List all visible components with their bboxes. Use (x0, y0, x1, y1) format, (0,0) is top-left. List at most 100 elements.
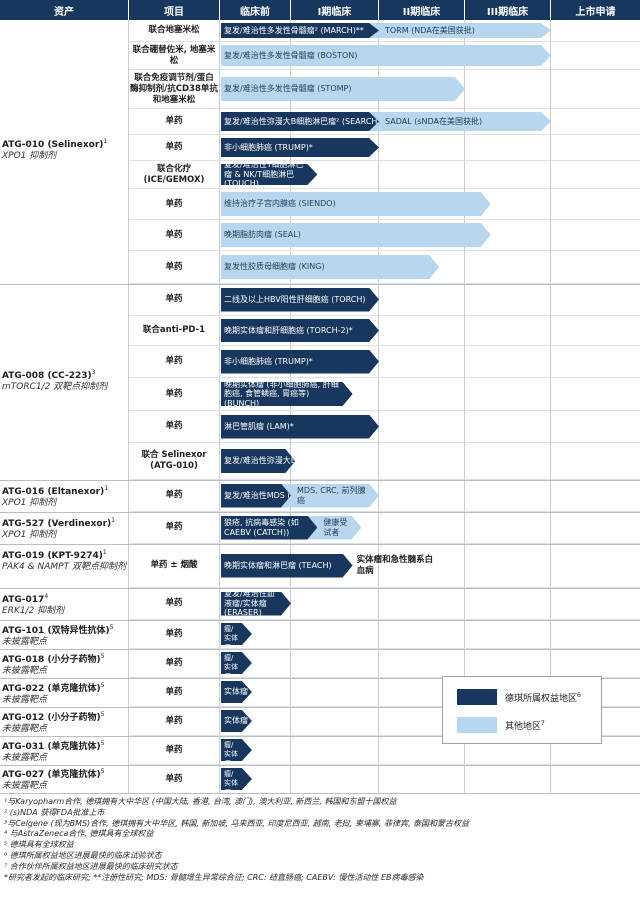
grid-hline (129, 648, 640, 649)
grid-hline (129, 283, 640, 284)
project-label: 单药 (165, 522, 183, 532)
asset-atg-012: ATG-012 (小分子药物)5 未披露靶点 (2, 711, 105, 734)
asset-atg-018: ATG-018 (小分子药物)5 未披露靶点 (2, 653, 105, 676)
grid-hline (129, 315, 640, 316)
bar-label: 淋巴管肌瘤 (LAM)* (224, 421, 294, 431)
asset-divider (0, 512, 640, 513)
bar-label: 血液瘤/实体瘤 (224, 653, 238, 671)
project-label: 联合 Selinexor (ATG-010) (141, 450, 207, 471)
asset-atg-016: ATG-016 (Eltanexor)1 XPO1 抑制剂 (2, 485, 109, 508)
bar-dezhi-regions: 复发/难治性T细胞淋巴瘤 & NK/T细胞淋巴 (TOUCH) (221, 164, 317, 185)
project-label: 单药 (165, 356, 183, 366)
asset-divider (0, 765, 640, 766)
asset-atg-527: ATG-527 (Verdinexor)1 XPO1 抑制剂 (2, 517, 115, 540)
header-phase1: I期临床 (291, 0, 378, 20)
asset-atg-017: ATG-0174 ERK1/2 抑制剂 (2, 593, 65, 616)
footnote-4: ⁴ 与AstraZeneca合作, 德琪具有全球权益 (4, 829, 154, 839)
grid-hline (129, 250, 640, 251)
bar-label: 晚期实体瘤和淋巴瘤 (TEACH) (224, 560, 332, 570)
bar-label: 复发/难治性血液瘤/实体瘤 (ERASER) (224, 591, 275, 616)
footnote-1: ¹与Karyopharm合作, 德琪拥有大中华区 (中国大陆, 香港, 台湾, … (4, 797, 397, 806)
grid-hline (129, 219, 640, 220)
bar-label: 二线及以上HBV阳性肝细胞癌 (TORCH) (224, 294, 366, 304)
bar-label: 维持治疗子宫内膜癌 (SIENDO) (224, 199, 336, 209)
bar-label: 非小细胞肺癌 (TRUMP)* (224, 142, 313, 152)
bar-label: 晚期实体瘤 (非小细胞肺癌, 肝细胞癌, 食管鳞癌, 胃癌等) (BUNCH) (224, 382, 339, 406)
grid-hline (129, 543, 640, 544)
bar-label: 复发/难治性弥漫大B细胞淋巴瘤² (SEARCH)** (224, 116, 379, 126)
header-asset: 资产 (0, 0, 128, 20)
bar-dezhi-regions: 晚期实体瘤 (非小细胞肺癌, 肝细胞癌, 食管鳞癌, 胃癌等) (BUNCH) (221, 382, 353, 406)
legend-swatch-dark (457, 689, 497, 705)
bar-dezhi-regions: 血液瘤/实体瘤 (221, 623, 252, 645)
header-phase2: II期临床 (379, 0, 464, 20)
header-project: 项目 (129, 0, 219, 20)
footnote-7: ⁷ 合作伙伴所属权益地区进展最快的临床研究状态 (4, 861, 178, 871)
bar-label: 复发/难治性弥漫大B细胞淋巴瘤 (MATCH) (224, 456, 296, 466)
grid-hline (129, 706, 640, 707)
legend-label-light: 其他地区7 (505, 720, 545, 732)
bar-other-regions: 复发/难治性多发性骨髓瘤 (STOMP) (221, 77, 465, 101)
project-label: 单药 (165, 744, 183, 755)
asset-divider (0, 678, 640, 679)
bar-dezhi-regions: 二线及以上HBV阳性肝细胞癌 (TORCH) (221, 288, 379, 312)
grid-vline (550, 20, 551, 793)
footnote-8: *研究者发起的临床研究; **注册性研究; MDS: 骨髓增生异常综合征; CR… (4, 872, 424, 882)
bar-dezhi-regions: 实体瘤 (221, 710, 252, 732)
bar-dezhi-regions: 实体瘤 (221, 681, 252, 703)
bar-label: 晚期实体瘤和肝细胞癌 (TORCH-2)* (224, 325, 353, 335)
bar-dezhi-regions: 晚期实体瘤和淋巴瘤 (TEACH) (221, 554, 353, 578)
asset-divider (0, 588, 640, 589)
asset-atg-027: ATG-027 (单克隆抗体)5 未披露靶点 (2, 768, 105, 791)
project-label: 单药 (165, 421, 183, 431)
grid-hline (129, 735, 640, 736)
bar-label: SADAL (sNDA在美国获批) (385, 116, 483, 126)
project-label: 单药 (165, 490, 183, 500)
footnote-5: ⁵ 德琪具有全球权益 (4, 840, 74, 850)
project-label: 单药 (165, 116, 183, 126)
bar-label: 非小细胞肺癌 (TRUMP)* (224, 356, 313, 366)
project-label: 单药 (165, 686, 183, 697)
bar-dezhi-regions: 非小细胞肺癌 (TRUMP)* (221, 138, 379, 157)
project-label: 单药 (165, 598, 183, 608)
project-label: 联合化疗 (ICE/GEMOX) (143, 163, 205, 185)
project-label: 单药 (165, 628, 183, 639)
grid-hline (129, 442, 640, 443)
bar-label: 晚期脂肪肉瘤 (SEAL) (224, 230, 301, 240)
grid-hline (129, 377, 640, 378)
bar-dezhi-regions: 狼疮, 抗病毒感染 (如CAEBV (CATCH)) (221, 516, 317, 540)
bar-dezhi-regions: 复发/难治性MDS (HATCH) (221, 484, 291, 508)
grid-hline (129, 511, 640, 512)
grid-hline (129, 134, 640, 135)
project-label: 联合硼替佐米, 地塞米松 (132, 44, 216, 66)
asset-divider (0, 793, 640, 794)
legend-swatch-light (457, 717, 497, 733)
bar-dezhi-regions: 淋巴管肌瘤 (LAM)* (221, 415, 379, 439)
bar-dezhi-regions: 复发/难治性弥漫大B细胞淋巴瘤 (MATCH) (221, 449, 295, 473)
project-label: 单药 ± 烟酸 (150, 560, 198, 570)
project-label: 单药 (165, 294, 183, 304)
asset-divider (0, 620, 640, 621)
project-label: 单药 (165, 229, 183, 240)
asset-atg-022: ATG-022 (单克隆抗体)5 未披露靶点 (2, 682, 105, 705)
asset-divider (0, 284, 640, 285)
project-label: 单药 (165, 657, 183, 668)
footnotes: ¹与Karyopharm合作, 德琪拥有大中华区 (中国大陆, 香港, 台湾, … (4, 797, 634, 883)
grid-hline (129, 108, 640, 109)
bar-label: 实体瘤 (224, 687, 248, 697)
project-label: 单药 (165, 773, 183, 784)
asset-atg-008: ATG-008 (CC-223)3 mTORC1/2 双靶点抑制剂 (2, 369, 108, 392)
project-label: 单药 (165, 198, 183, 209)
bar-dezhi-regions: 血液瘤/实体瘤 (221, 739, 252, 761)
bar-other-regions: 复发/难治性多发性骨髓瘤 (BOSTON) (221, 45, 551, 66)
bar-label: 复发/难治性多发性骨髓瘤² (MARCH)** (224, 25, 364, 35)
bar-label: 血液瘤/实体瘤 (224, 624, 238, 642)
grid-hline (129, 41, 640, 42)
bar-dezhi-regions: 复发/难治性多发性骨髓瘤² (MARCH)** (221, 23, 379, 38)
asset-divider (0, 544, 640, 545)
grid-vline (464, 20, 465, 793)
project-label: 联合anti-PD-1 (142, 325, 206, 335)
bar-label: 复发/难治性T细胞淋巴瘤 & NK/T细胞淋巴 (TOUCH) (224, 164, 304, 185)
bar-label: 狼疮, 抗病毒感染 (如CAEBV (CATCH)) (224, 518, 299, 537)
